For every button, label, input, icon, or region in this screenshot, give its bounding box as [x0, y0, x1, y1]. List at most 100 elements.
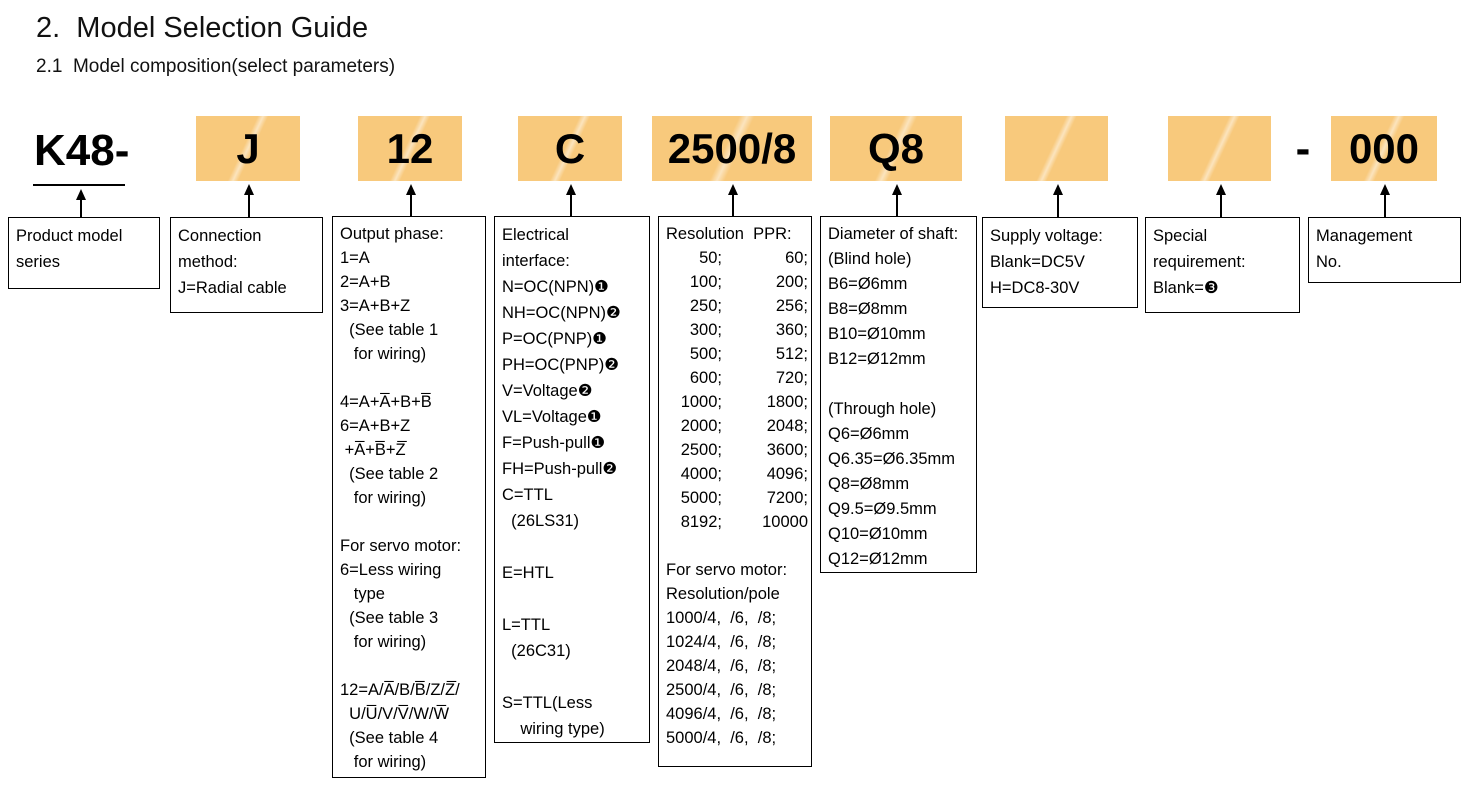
text-line: 1=A: [340, 249, 370, 267]
text-line: interface:: [502, 252, 570, 270]
text-line: Q12=Ø12mm: [828, 550, 928, 568]
resolution-value: 256;: [775, 297, 808, 315]
text-line: B8=Ø8mm: [828, 300, 908, 318]
text-line: Connection: [178, 227, 262, 245]
desc-box-supply-voltage: Supply voltage: Blank=DC5V H=DC8-30V: [982, 217, 1138, 308]
text-line: For servo motor:: [666, 561, 788, 579]
text-line: B10=Ø10mm: [828, 325, 926, 343]
resolution-value: 10000: [762, 513, 808, 531]
resolution-value: 7200;: [766, 489, 808, 507]
resolution-row: 100; 200;: [666, 270, 811, 294]
text-line: Q6.35=Ø6.35mm: [828, 450, 956, 468]
text-line: (See table 3: [340, 609, 439, 627]
text-line: [340, 510, 485, 534]
text-line: [340, 366, 485, 390]
text-line: S=TTL(Less: [502, 694, 593, 712]
resolution-row: 2500; 3600;: [666, 438, 811, 462]
model-code-separator: -: [1295, 123, 1311, 173]
text-line: F=Push-pull❶: [502, 434, 606, 452]
text-line: 2048/4, /6, /8;: [666, 657, 777, 675]
text-line: (Blind hole): [828, 250, 912, 268]
text-line: (Through hole): [828, 400, 937, 418]
resolution-value: 8192;: [680, 513, 722, 531]
text-line: (26C31): [502, 642, 571, 660]
text-line: Supply voltage:: [990, 227, 1103, 245]
resolution-value: 2000;: [680, 417, 722, 435]
text-line: (See table 1: [340, 321, 439, 339]
desc-box-connection-method: Connection method: J=Radial cable: [170, 217, 323, 313]
resolution-row: 5000; 7200;: [666, 486, 811, 510]
text-line: type: [340, 585, 385, 603]
section-title: 2. Model Selection Guide: [36, 12, 369, 44]
text-line: for wiring): [340, 489, 427, 507]
text-line: P=OC(PNP)❶: [502, 330, 608, 348]
model-segment-supply-voltage: [1005, 116, 1108, 181]
text-line: 5000/4, /6, /8;: [666, 729, 777, 747]
pointer-arrow: [75, 189, 86, 217]
text-line: for wiring): [340, 633, 427, 651]
pointer-arrow: [243, 184, 254, 217]
resolution-header: Resolution PPR:: [666, 225, 792, 243]
section-subtitle: 2.1 Model composition(select parameters): [36, 56, 396, 77]
model-segment-shaft-diameter: Q8: [830, 116, 962, 181]
text-line: 3=A+B+Z: [340, 297, 411, 315]
text-line: (See table 4: [340, 729, 439, 747]
resolution-value: 2500;: [680, 441, 722, 459]
prefix-underline: [33, 184, 125, 186]
text-line: Special: [1153, 227, 1208, 245]
desc-box-shaft-diameter: Diameter of shaft: (Blind hole) B6=Ø6mm B8=…: [820, 216, 977, 573]
pointer-arrow: [565, 184, 576, 217]
text-line: Q8=Ø8mm: [828, 475, 910, 493]
resolution-row: 4000; 4096;: [666, 462, 811, 486]
resolution-row: 50; 60;: [666, 246, 811, 270]
model-segment-output-phase: 12: [358, 116, 462, 181]
text-line: 12=A/A̅/B/B̅/Z/Z̅/: [340, 681, 460, 699]
text-line: J=Radial cable: [178, 279, 287, 297]
text-line: Q10=Ø10mm: [828, 525, 928, 543]
resolution-value: 512;: [775, 345, 808, 363]
text-line: N=OC(NPN)❶: [502, 278, 609, 296]
resolution-value: 720;: [775, 369, 808, 387]
resolution-value: 100;: [689, 273, 722, 291]
text-line: VL=Voltage❶: [502, 408, 602, 426]
text-line: [502, 664, 649, 690]
text-line: PH=OC(PNP)❷: [502, 356, 620, 374]
pointer-arrow: [1052, 184, 1063, 217]
text-line: [340, 654, 485, 678]
text-line: Management: [1316, 227, 1413, 245]
resolution-row: 2000; 2048;: [666, 414, 811, 438]
text-line: [502, 586, 649, 612]
text-line: Blank=DC5V: [990, 253, 1085, 271]
text-line: Output phase:: [340, 225, 444, 243]
text-line: E=HTL: [502, 564, 554, 582]
text-line: For servo motor:: [340, 537, 462, 555]
text-line: 6=A+B+Z: [340, 417, 411, 435]
text-line: [502, 534, 649, 560]
text-line: FH=Push-pull❷: [502, 460, 618, 478]
resolution-row: 1000; 1800;: [666, 390, 811, 414]
text-line: Product model: [16, 227, 123, 245]
text-line: No.: [1316, 253, 1342, 271]
text-line: [828, 372, 976, 397]
text-line: wiring type): [502, 720, 605, 738]
text-line: series: [16, 253, 61, 271]
resolution-row: 250; 256;: [666, 294, 811, 318]
model-segment-connection: J: [196, 116, 300, 181]
text-line: 2500/4, /6, /8;: [666, 681, 777, 699]
text-line: for wiring): [340, 753, 427, 771]
text-line: H=DC8-30V: [990, 279, 1080, 297]
resolution-value: 4000;: [680, 465, 722, 483]
resolution-row: 600; 720;: [666, 366, 811, 390]
resolution-value: 360;: [775, 321, 808, 339]
resolution-ppr-table: 50; 60; 100; 200; 250; 256; 300; 360;: [666, 246, 811, 534]
desc-box-resolution: Resolution PPR: 50; 60; 100; 200; 250; 2…: [658, 216, 812, 767]
resolution-value: 60;: [785, 249, 808, 267]
pointer-arrow: [891, 184, 902, 217]
resolution-row: 500; 512;: [666, 342, 811, 366]
resolution-row: 300; 360;: [666, 318, 811, 342]
desc-box-management-no: Management No.: [1308, 217, 1461, 283]
desc-box-output-phase: Output phase: 1=A 2=A+B 3=A+B+Z (See table …: [332, 216, 486, 778]
model-segment-management-no: 000: [1331, 116, 1437, 181]
text-line: Diameter of shaft:: [828, 225, 959, 243]
